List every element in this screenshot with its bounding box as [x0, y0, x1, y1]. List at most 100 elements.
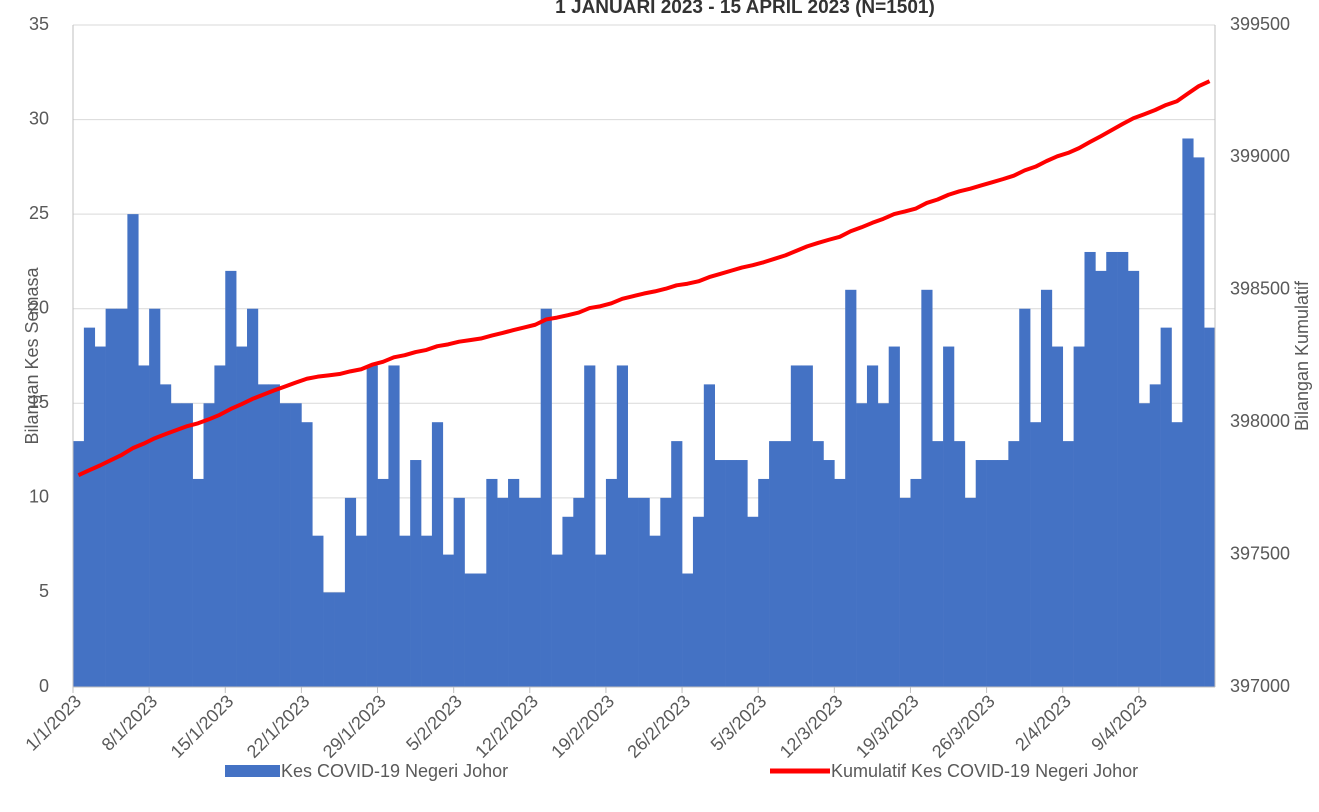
bar [562, 516, 574, 687]
chart-title: 1 JANUARI 2023 - 15 APRIL 2023 (N=1501) [555, 0, 935, 18]
x-tick-label: 29/1/2023 [319, 691, 390, 762]
bar [932, 441, 944, 687]
bar [692, 516, 705, 687]
bar [823, 460, 835, 687]
bar [595, 554, 607, 687]
y2-tick-label: 399000 [1230, 146, 1290, 166]
bar [497, 497, 509, 687]
bar [1008, 441, 1020, 687]
bar [812, 441, 824, 687]
bar [225, 270, 237, 687]
bar [105, 308, 117, 687]
bar [551, 554, 563, 687]
x-tick-label: 22/1/2023 [243, 691, 314, 762]
bar [399, 535, 411, 687]
legend-label: Kumulatif Kes COVID-19 Negeri Johor [831, 761, 1138, 781]
x-tick-label: 8/1/2023 [98, 691, 162, 755]
bar [736, 460, 748, 687]
line [77, 79, 1211, 477]
bar [508, 478, 520, 687]
y-tick-label: 0 [39, 676, 49, 696]
bar [1062, 441, 1074, 687]
legend-swatch [225, 765, 280, 777]
bar [682, 573, 694, 687]
bar [964, 497, 977, 687]
bar [1095, 270, 1107, 687]
bar [921, 289, 933, 687]
x-tick-label: 19/3/2023 [852, 691, 923, 762]
bar [1160, 327, 1172, 687]
bar [1084, 251, 1096, 687]
bar [801, 365, 813, 687]
x-tick-label: 12/2/2023 [471, 691, 542, 762]
bar [584, 365, 596, 687]
bar [845, 289, 857, 687]
bar [83, 327, 96, 687]
bar [866, 365, 879, 687]
bar [268, 384, 280, 687]
x-tick-label: 26/2/2023 [623, 691, 694, 762]
bar [127, 214, 139, 687]
bar [638, 497, 650, 687]
bar [421, 535, 433, 687]
bar [149, 308, 161, 687]
bar [181, 403, 193, 687]
bar [605, 478, 618, 687]
bar [323, 592, 335, 687]
bar [573, 497, 585, 687]
x-tick-label: 2/4/2023 [1011, 691, 1075, 755]
y2-tick-label: 397000 [1230, 676, 1290, 696]
bar [1149, 384, 1161, 687]
bar [257, 384, 270, 687]
x-tick-label: 12/3/2023 [776, 691, 847, 762]
bar [769, 441, 781, 687]
x-tick-label: 26/3/2023 [928, 691, 999, 762]
bar [877, 403, 890, 687]
bar [486, 478, 498, 687]
x-tick-label: 9/4/2023 [1087, 691, 1151, 755]
bar [671, 441, 683, 687]
bar [290, 403, 302, 687]
y-tick-label: 20 [29, 297, 49, 317]
bar [888, 346, 900, 687]
y-tick-label: 15 [29, 392, 49, 412]
bar [1040, 289, 1053, 687]
bar [834, 478, 846, 687]
bar [649, 535, 661, 687]
y2-tick-label: 398500 [1230, 279, 1290, 299]
bar [779, 441, 792, 687]
bar [725, 460, 737, 687]
bar [160, 384, 172, 687]
bar [301, 422, 313, 687]
bar [464, 573, 476, 687]
bar [431, 422, 444, 687]
y-tick-label: 30 [29, 108, 49, 128]
y-tick-label: 10 [29, 487, 49, 507]
bar [953, 441, 966, 687]
y2-tick-label: 397500 [1230, 543, 1290, 563]
y2-tick-label: 399500 [1230, 14, 1290, 34]
bar [1171, 422, 1183, 687]
y-tick-label: 5 [39, 581, 49, 601]
bar [214, 365, 226, 687]
bar [334, 592, 346, 687]
bar [170, 403, 183, 687]
bar [660, 497, 672, 687]
bar [703, 384, 715, 687]
bar [366, 365, 378, 687]
y2-tick-label: 398000 [1230, 411, 1290, 431]
bar [899, 497, 911, 687]
bar [529, 497, 541, 687]
bar [116, 308, 128, 687]
bar [344, 497, 357, 687]
bar [355, 535, 367, 687]
bar [192, 478, 204, 687]
bar [1182, 138, 1194, 687]
bar [714, 460, 726, 687]
y-tick-label: 35 [29, 14, 49, 34]
bar [475, 573, 487, 687]
bar [1127, 270, 1140, 687]
bar [986, 460, 998, 687]
bar [279, 403, 291, 687]
